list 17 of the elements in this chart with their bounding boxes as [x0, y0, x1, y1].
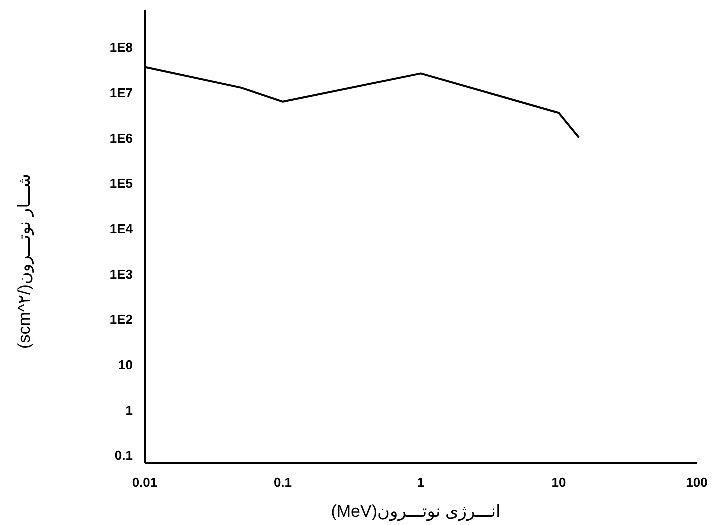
x-tick-label: 1 [417, 475, 425, 490]
y-tick-label: 1 [126, 402, 133, 418]
x-tick-label: 0.01 [132, 475, 158, 490]
y-tick-label: 0.1 [114, 448, 133, 464]
y-tick-label: 1E2 [110, 312, 133, 328]
x-tick-label: 10 [552, 475, 566, 490]
x-tick-label: 100 [686, 475, 708, 490]
y-tick-label: 1E6 [110, 130, 133, 146]
y-tick-label: 1E3 [110, 266, 133, 282]
y-tick-label: 1E8 [110, 40, 133, 56]
y-tick-label: 1E7 [110, 85, 133, 100]
y-axis-title: شـــار نوتـــرون(/scm^۲) [15, 174, 35, 349]
x-tick-label: 0.1 [274, 475, 292, 490]
y-tick-label: 1E4 [110, 221, 134, 236]
x-axis-title: انـــرژی نوتـــرون(MeV) [331, 502, 501, 522]
y-tick-label: 10 [118, 357, 133, 372]
y-tick-label: 1E5 [110, 176, 133, 192]
